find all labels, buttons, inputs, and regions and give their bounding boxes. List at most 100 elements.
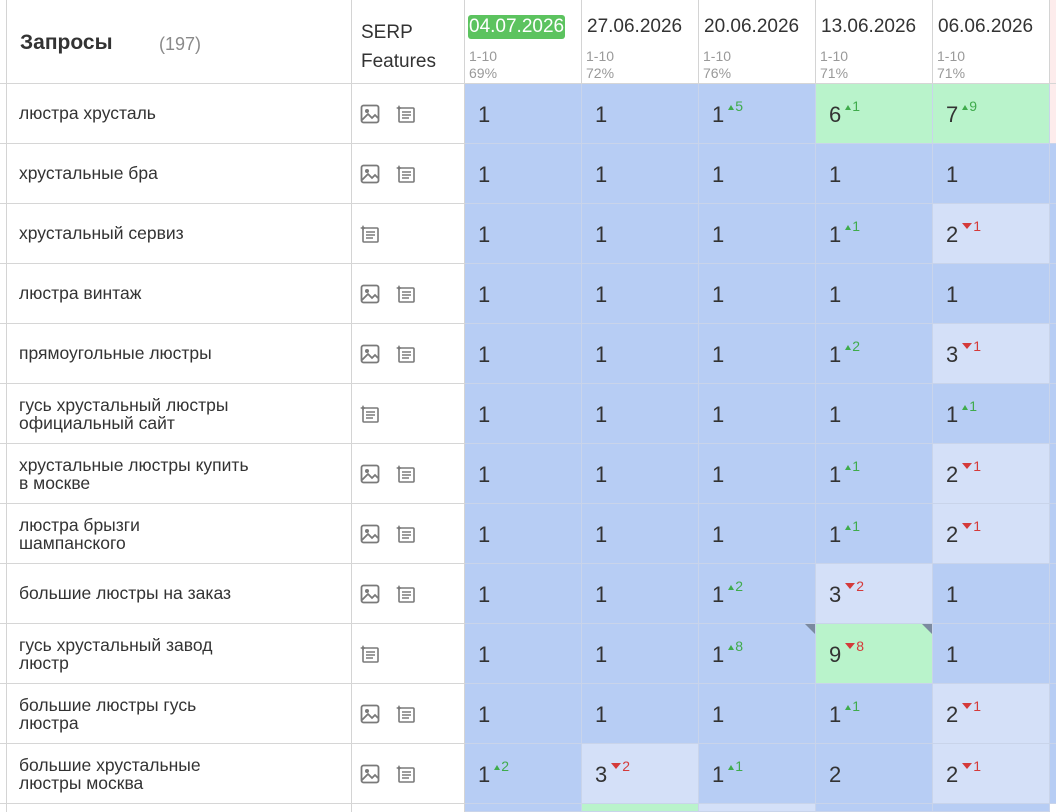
position-cell[interactable] [1050, 264, 1056, 324]
query-text[interactable]: большие люстры на заказ [19, 584, 339, 602]
date-label[interactable]: 20.06.2026 [704, 16, 800, 37]
position-cell[interactable]: 2 [816, 744, 933, 804]
position-cell[interactable] [1050, 324, 1056, 384]
snippet-icon[interactable] [395, 523, 417, 545]
position-cell[interactable] [1050, 504, 1056, 564]
position-cell[interactable]: 1 [933, 144, 1050, 204]
query-text[interactable]: большие люстры гусь люстра [19, 696, 339, 732]
position-cell[interactable]: 1 [699, 504, 816, 564]
position-cell[interactable]: 1 [699, 264, 816, 324]
position-cell[interactable] [1050, 744, 1056, 804]
query-text[interactable]: люстра хрусталь [19, 104, 339, 122]
position-cell[interactable]: 1 [465, 84, 582, 144]
position-cell[interactable]: 1 [699, 444, 816, 504]
position-cell[interactable] [699, 804, 816, 812]
date-column-header[interactable]: 13.06.2026 1-10 71% [816, 0, 933, 84]
position-cell[interactable]: 1 [582, 264, 699, 324]
query-text[interactable]: хрустальные люстры купить в москве [19, 456, 339, 492]
position-cell[interactable]: 1 [582, 384, 699, 444]
date-label[interactable]: 13.06.2026 [821, 16, 917, 37]
position-cell[interactable]: 1 [582, 624, 699, 684]
position-cell[interactable]: 1 [465, 564, 582, 624]
position-cell[interactable] [1050, 144, 1056, 204]
position-cell[interactable] [1050, 684, 1056, 744]
position-cell[interactable] [1050, 564, 1056, 624]
date-column-header[interactable]: 20.06.2026 1-10 76% [699, 0, 816, 84]
position-cell[interactable]: 1 [465, 324, 582, 384]
position-cell[interactable]: 1 [699, 204, 816, 264]
snippet-icon[interactable] [395, 283, 417, 305]
image-icon[interactable] [359, 583, 381, 605]
position-cell[interactable]: 1 [465, 264, 582, 324]
query-text[interactable]: гусь хрустальный завод люстр [19, 636, 339, 672]
query-text[interactable]: прямоугольные люстры [19, 344, 339, 362]
position-cell[interactable]: 1 [582, 204, 699, 264]
image-icon[interactable] [359, 703, 381, 725]
position-cell[interactable] [816, 804, 933, 812]
position-cell[interactable]: 1 [699, 144, 816, 204]
position-cell[interactable]: 1 [465, 144, 582, 204]
query-text[interactable]: хрустальные бра [19, 164, 339, 182]
query-text[interactable]: люстра брызги шампанского [19, 516, 339, 552]
date-label[interactable]: 04.07.2026 [468, 15, 566, 39]
image-icon[interactable] [359, 103, 381, 125]
position-cell[interactable]: 1 [699, 384, 816, 444]
position-cell[interactable]: 1 [816, 264, 933, 324]
image-icon[interactable] [359, 763, 381, 785]
snippet-icon[interactable] [395, 703, 417, 725]
date-column-header[interactable]: 27.06.2026 1-10 72% [582, 0, 699, 84]
position-cell[interactable] [933, 804, 1050, 812]
position-cell[interactable]: 1 [582, 564, 699, 624]
image-icon[interactable] [359, 283, 381, 305]
position-cell[interactable]: 1 [582, 684, 699, 744]
image-icon[interactable] [359, 343, 381, 365]
query-text[interactable]: люстра винтаж [19, 284, 339, 302]
position-cell[interactable]: 1 [582, 444, 699, 504]
snippet-icon[interactable] [359, 223, 381, 245]
snippet-icon[interactable] [395, 583, 417, 605]
position-cell[interactable]: 1 [933, 564, 1050, 624]
snippet-icon[interactable] [395, 343, 417, 365]
query-text[interactable]: хрустальный сервиз [19, 224, 339, 242]
date-column-header[interactable]: 04.07.2026 1-10 69% [465, 0, 582, 84]
date-label[interactable]: 06.06.2026 [938, 16, 1034, 37]
query-text[interactable]: гусь хрустальный люстры официальный сайт [19, 396, 339, 432]
date-column-header[interactable] [1050, 0, 1056, 84]
position-cell[interactable]: 1 [465, 684, 582, 744]
snippet-icon[interactable] [359, 643, 381, 665]
position-cell[interactable]: 1 [582, 504, 699, 564]
serp-features-header[interactable]: SERP Features [361, 18, 461, 76]
position-cell[interactable]: 1 [582, 84, 699, 144]
position-cell[interactable]: 1 [933, 624, 1050, 684]
position-cell[interactable]: 1 [816, 144, 933, 204]
snippet-icon[interactable] [395, 763, 417, 785]
date-column-header[interactable]: 06.06.2026 1-10 71% [933, 0, 1050, 84]
snippet-icon[interactable] [395, 463, 417, 485]
image-icon[interactable] [359, 523, 381, 545]
position-cell[interactable] [1050, 384, 1056, 444]
snippet-icon[interactable] [359, 403, 381, 425]
position-cell[interactable] [465, 804, 582, 812]
position-cell[interactable]: 1 [699, 324, 816, 384]
snippet-icon[interactable] [395, 103, 417, 125]
position-cell[interactable]: 1 [816, 384, 933, 444]
